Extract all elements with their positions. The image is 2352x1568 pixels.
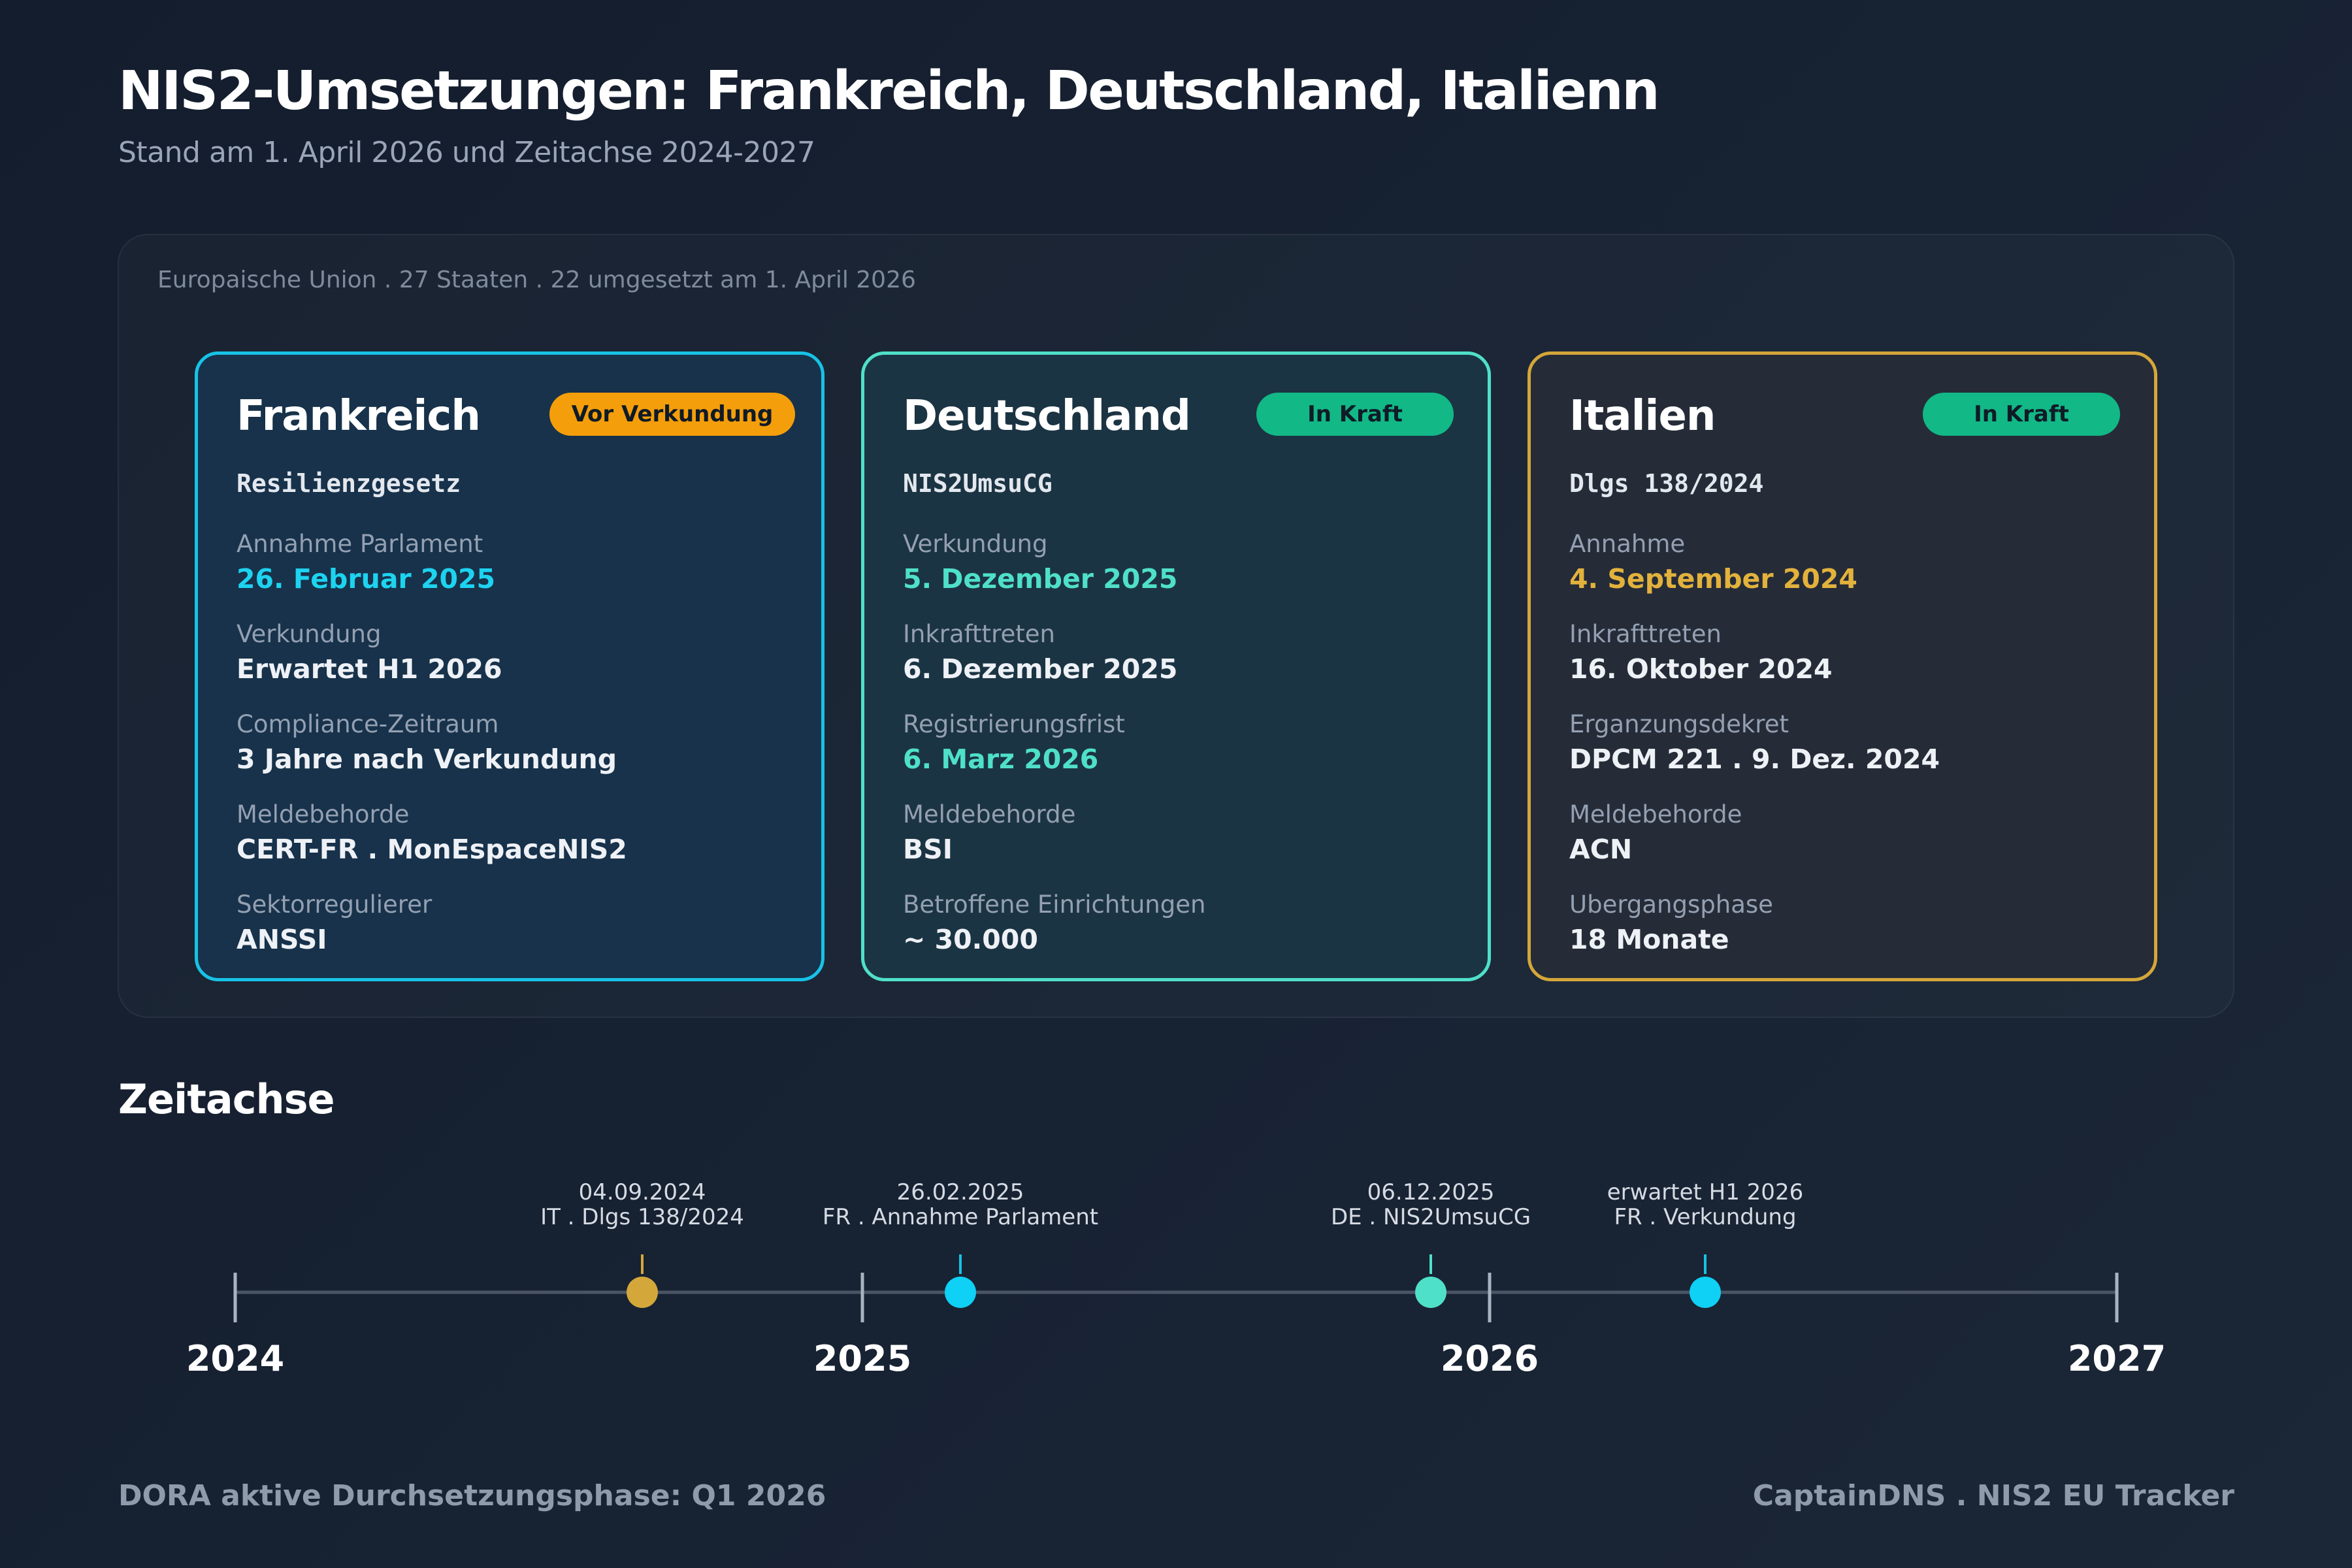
- field-label: Sektorregulierer: [237, 890, 433, 919]
- field-value: 3 Jahre nach Verkundung: [237, 743, 617, 775]
- field-value: 18 Monate: [1569, 924, 1729, 955]
- card-italy: Italien In Kraft Dlgs 138/2024 Annahme 4…: [1527, 351, 2157, 981]
- law-name: Dlgs 138/2024: [1569, 469, 1764, 498]
- field-value: BSI: [903, 834, 953, 865]
- field-regulator: Sektorregulierer ANSSI: [237, 889, 432, 958]
- event-label: FR . Verkundung: [1614, 1204, 1796, 1230]
- status-badge: In Kraft: [1256, 393, 1454, 436]
- field-label: Verkundung: [237, 620, 382, 648]
- field-label: Annahme Parlament: [237, 530, 483, 558]
- field-adoption: Annahme 4. September 2024: [1569, 529, 1857, 598]
- field-label: Compliance-Zeitraum: [237, 710, 499, 738]
- field-label: Verkundung: [903, 530, 1048, 558]
- field-value: 6. Dezember 2025: [903, 653, 1178, 685]
- field-label: Meldebehorde: [903, 800, 1076, 828]
- field-transition-phase: Ubergangsphase 18 Monate: [1569, 889, 1773, 958]
- panel-header: Europaische Union . 27 Staaten . 22 umge…: [157, 267, 916, 293]
- field-value: ANSSI: [237, 924, 327, 955]
- field-entry-into-force: Inkrafttreten 6. Dezember 2025: [903, 619, 1177, 688]
- card-country-name: Frankreich: [237, 392, 481, 440]
- year-label: 2027: [2068, 1338, 2166, 1379]
- field-label: Inkrafttreten: [903, 620, 1055, 648]
- field-label: Erganzungsdekret: [1569, 710, 1789, 738]
- field-value: 26. Februar 2025: [237, 563, 496, 595]
- field-affected-entities: Betroffene Einrichtungen ~ 30.000: [903, 889, 1205, 958]
- field-compliance: Compliance-Zeitraum 3 Jahre nach Verkund…: [237, 709, 617, 778]
- field-reporting-authority: Meldebehorde ACN: [1569, 799, 1742, 868]
- event-marker-germany: [1415, 1277, 1446, 1308]
- year-label: 2026: [1441, 1338, 1539, 1379]
- event-date: 04.09.2024: [579, 1179, 706, 1205]
- eu-status-panel: [118, 234, 2234, 1018]
- page-subtitle: Stand am 1. April 2026 und Zeitachse 202…: [118, 136, 815, 169]
- field-value: 5. Dezember 2025: [903, 563, 1178, 595]
- field-value: 4. September 2024: [1569, 563, 1857, 595]
- field-label: Inkrafttreten: [1569, 620, 1722, 648]
- field-promulgation: Verkundung 5. Dezember 2025: [903, 529, 1177, 598]
- law-name: Resilienzgesetz: [237, 469, 461, 498]
- card-france: Frankreich Vor Verkundung Resilienzgeset…: [195, 351, 825, 981]
- field-value: ~ 30.000: [903, 924, 1038, 955]
- field-value: ACN: [1569, 834, 1633, 865]
- field-entry-into-force: Inkrafttreten 16. Oktober 2024: [1569, 619, 1833, 688]
- year-label: 2024: [186, 1338, 284, 1379]
- event-marker-italy: [627, 1277, 658, 1308]
- field-label: Meldebehorde: [1569, 800, 1742, 828]
- event-date: 06.12.2025: [1367, 1179, 1495, 1205]
- field-value: CERT-FR . MonEspaceNIS2: [237, 834, 627, 865]
- field-label: Meldebehorde: [237, 800, 410, 828]
- field-label: Betroffene Einrichtungen: [903, 890, 1206, 919]
- footer-note: DORA aktive Durchsetzungsphase: Q1 2026: [118, 1479, 826, 1512]
- event-date: 26.02.2025: [897, 1179, 1024, 1205]
- field-reporting-authority: Meldebehorde CERT-FR . MonEspaceNIS2: [237, 799, 627, 868]
- event-label: FR . Annahme Parlament: [823, 1204, 1098, 1230]
- field-label: Registrierungsfrist: [903, 710, 1125, 738]
- footer-credit: CaptainDNS . NIS2 EU Tracker: [1752, 1479, 2234, 1512]
- event-label: DE . NIS2UmsuCG: [1331, 1204, 1531, 1230]
- law-name: NIS2UmsuCG: [903, 469, 1053, 498]
- field-reporting-authority: Meldebehorde BSI: [903, 799, 1075, 868]
- field-label: Annahme: [1569, 530, 1686, 558]
- timeline-title: Zeitachse: [118, 1075, 335, 1123]
- card-germany: Deutschland In Kraft NIS2UmsuCG Verkundu…: [861, 351, 1491, 981]
- card-country-name: Italien: [1569, 392, 1716, 440]
- field-value: Erwartet H1 2026: [237, 653, 502, 685]
- field-value: 16. Oktober 2024: [1569, 653, 1833, 685]
- status-badge: In Kraft: [1923, 393, 2120, 436]
- field-adoption: Annahme Parlament 26. Februar 2025: [237, 529, 495, 598]
- card-country-name: Deutschland: [903, 392, 1191, 440]
- event-marker-france: [945, 1277, 976, 1308]
- field-registration-deadline: Registrierungsfrist 6. Marz 2026: [903, 709, 1125, 778]
- status-badge: Vor Verkundung: [549, 393, 795, 436]
- year-label: 2025: [813, 1338, 911, 1379]
- field-supplementary-decree: Erganzungsdekret DPCM 221 . 9. Dez. 2024: [1569, 709, 1940, 778]
- field-value: 6. Marz 2026: [903, 743, 1099, 775]
- field-value: DPCM 221 . 9. Dez. 2024: [1569, 743, 1940, 775]
- event-marker-france: [1690, 1277, 1721, 1308]
- field-promulgation: Verkundung Erwartet H1 2026: [237, 619, 502, 688]
- event-date: erwartet H1 2026: [1607, 1179, 1803, 1205]
- event-label: IT . Dlgs 138/2024: [540, 1204, 744, 1230]
- page-title: NIS2-Umsetzungen: Frankreich, Deutschlan…: [118, 60, 1660, 122]
- field-label: Ubergangsphase: [1569, 890, 1773, 919]
